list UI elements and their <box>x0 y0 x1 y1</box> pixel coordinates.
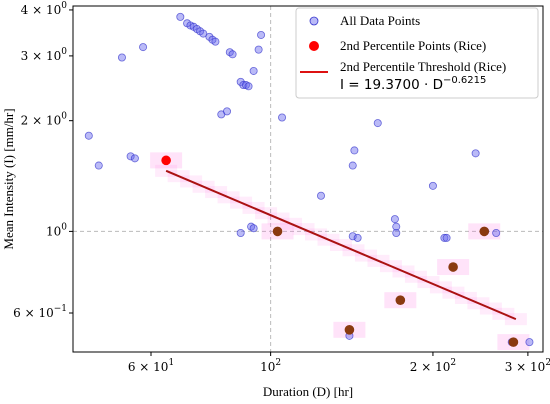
y-tick-label: 4 × 100 <box>21 1 68 17</box>
data-point <box>442 233 451 242</box>
series-threshold-line <box>165 169 517 321</box>
data-point <box>440 233 449 242</box>
x-tick-label: 6 × 101 <box>128 358 174 374</box>
legend-marker-all-data <box>309 16 319 26</box>
data-point <box>317 191 326 200</box>
legend-label-threshold-line: 2nd Percentile Threshold (Rice) <box>340 59 506 74</box>
data-point <box>492 228 501 237</box>
percentile-point <box>448 262 458 272</box>
data-point <box>471 149 480 158</box>
data-point <box>249 224 258 233</box>
data-point <box>390 215 399 224</box>
x-tick-label: 3 × 102 <box>505 358 550 374</box>
data-point <box>117 53 126 62</box>
data-point <box>249 66 258 75</box>
data-point <box>428 181 437 190</box>
legend-label-all-data: All Data Points <box>340 13 420 28</box>
legend-equation: I = 19.3700 · D−0.6215 <box>340 75 486 93</box>
data-point <box>211 37 220 46</box>
data-point <box>373 119 382 128</box>
data-point <box>348 161 357 170</box>
plot-frame <box>72 5 544 353</box>
legend-marker-percentile-points <box>309 41 319 51</box>
data-point <box>84 131 93 140</box>
percentile-point <box>161 155 171 166</box>
x-axis: 6 × 101 102 2 × 102 3 × 102 <box>128 352 550 374</box>
legend-box <box>295 7 539 99</box>
legend-equation-main: I = 19.3700 · D <box>340 77 443 93</box>
data-point <box>130 154 139 163</box>
data-point <box>392 222 401 231</box>
percentile-point <box>479 226 490 237</box>
x-tick-label: 102 <box>260 358 281 374</box>
data-point <box>525 338 534 347</box>
data-point <box>348 232 357 241</box>
data-point <box>205 32 214 41</box>
data-point <box>139 43 148 52</box>
legend-label-percentile-points: 2nd Percentile Points (Rice) <box>340 38 486 53</box>
legend: All Data Points 2nd Percentile Points (R… <box>295 7 539 99</box>
data-point <box>278 113 287 122</box>
y-tick-label: 3 × 100 <box>21 47 68 63</box>
data-point <box>126 152 135 161</box>
percentile-point <box>395 295 406 306</box>
data-point <box>236 228 245 237</box>
data-point <box>257 30 266 39</box>
threshold-line <box>165 169 517 321</box>
y-tick-label: 2 × 100 <box>21 112 68 128</box>
data-point <box>222 107 231 116</box>
data-point <box>254 45 263 54</box>
percentile-point <box>508 337 519 347</box>
data-point <box>94 161 103 170</box>
data-point <box>350 146 359 155</box>
data-point <box>244 82 253 91</box>
y-axis-label: Mean Intensity (I) [mm/hr] <box>1 108 16 249</box>
data-point <box>199 29 208 38</box>
series-percentile-points <box>161 155 519 347</box>
percentile-point <box>344 325 355 335</box>
data-point <box>228 50 237 59</box>
data-point <box>353 233 362 242</box>
y-tick-label: 6 × 10−1 <box>13 304 67 320</box>
highlight-bands <box>150 152 530 351</box>
x-tick-label: 2 × 102 <box>410 358 456 374</box>
y-axis: 6 × 10−1 100 2 × 100 3 × 100 4 × 100 <box>13 1 73 320</box>
data-point <box>392 228 401 237</box>
percentile-point <box>272 226 283 237</box>
x-axis-label: Duration (D) [hr] <box>263 384 353 399</box>
legend-equation-exponent: −0.6215 <box>443 75 486 86</box>
data-point <box>176 12 185 21</box>
y-tick-label: 100 <box>46 222 67 238</box>
